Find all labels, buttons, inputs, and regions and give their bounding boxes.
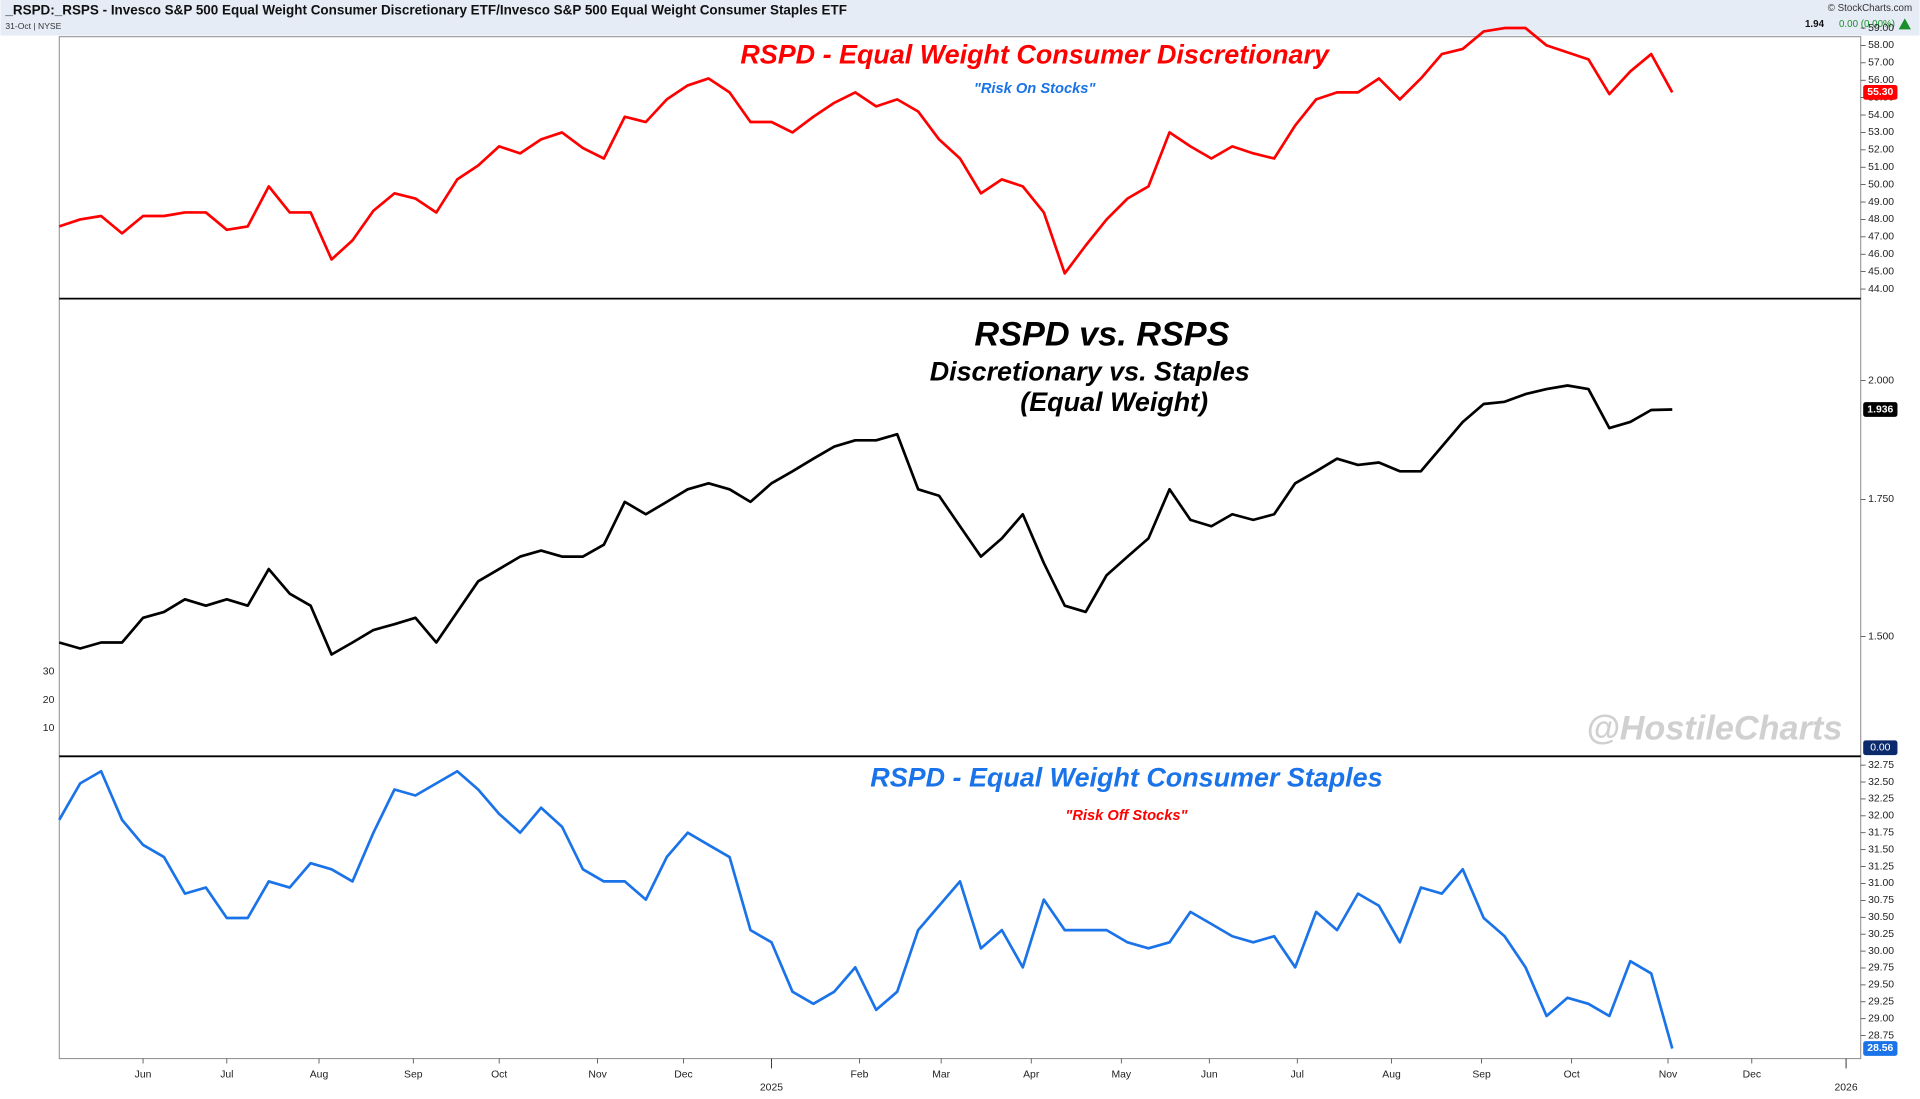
x-tick-label: Apr xyxy=(1023,1069,1040,1080)
price-line xyxy=(58,26,1674,275)
y-tick-label: 31.50 xyxy=(1868,844,1894,855)
x-tick-label: Aug xyxy=(1382,1069,1401,1080)
y-tick-label: 29.50 xyxy=(1868,980,1894,991)
last-value-badge xyxy=(1863,85,1898,100)
x-tick-label: Mar xyxy=(932,1069,950,1080)
watermark: @HostileCharts xyxy=(1586,710,1842,748)
y-tick-label: 30.50 xyxy=(1868,912,1894,923)
indicator-tick-label: 30 xyxy=(43,667,55,678)
last-value-label: 28.56 xyxy=(1867,1043,1893,1054)
header-last: 1.94 xyxy=(1805,19,1825,30)
y-tick-label: 57.00 xyxy=(1868,58,1894,69)
x-tick-label: Dec xyxy=(1743,1069,1761,1080)
y-tick-label: 53.00 xyxy=(1868,127,1894,138)
y-tick-label: 51.00 xyxy=(1868,162,1894,173)
y-tick-label: 45.00 xyxy=(1868,266,1894,277)
x-tick-label: Nov xyxy=(588,1069,607,1080)
y-tick-label: 29.75 xyxy=(1868,963,1894,974)
x-tick-label: Oct xyxy=(1564,1069,1580,1080)
y-tick-label: 47.00 xyxy=(1868,232,1894,243)
y-tick-label: 28.75 xyxy=(1868,1030,1894,1041)
header-source: © StockCharts.com xyxy=(1828,3,1912,14)
header-bar xyxy=(0,0,1920,36)
panel-title: RSPD vs. RSPS xyxy=(974,316,1229,354)
x-tick-label: Sep xyxy=(1472,1069,1491,1080)
x-tick-label: Dec xyxy=(674,1069,692,1080)
indicator-tick-label: 10 xyxy=(43,723,55,734)
y-tick-label: 1.750 xyxy=(1868,494,1894,505)
up-arrow xyxy=(1898,18,1911,30)
y-tick-label: 32.75 xyxy=(1868,760,1894,771)
y-tick-label: 46.00 xyxy=(1868,249,1894,260)
x-tick-label: May xyxy=(1111,1069,1131,1080)
x-tick-label: Sep xyxy=(404,1069,423,1080)
y-tick-label: 31.75 xyxy=(1868,827,1894,838)
panel-subtitle: "Risk Off Stocks" xyxy=(1065,808,1188,824)
y-tick-label: 31.00 xyxy=(1868,878,1894,889)
x-tick-label: Aug xyxy=(310,1069,329,1080)
y-tick-label: 58.00 xyxy=(1868,40,1894,51)
y-tick-label: 52.00 xyxy=(1868,145,1894,156)
last-value-label: 1.936 xyxy=(1867,404,1893,415)
y-tick-label: 32.00 xyxy=(1868,811,1894,822)
last-value-badge xyxy=(1863,402,1898,417)
x-tick-label: Jul xyxy=(1291,1069,1304,1080)
panel-subtitle: "Risk On Stocks" xyxy=(974,81,1097,97)
price-line xyxy=(58,384,1673,656)
panel-title: RSPD - Equal Weight Consumer Staples xyxy=(870,763,1382,793)
y-tick-label: 30.25 xyxy=(1868,929,1894,940)
y-tick-label: 56.00 xyxy=(1868,75,1894,86)
y-tick-label: 30.75 xyxy=(1868,895,1894,906)
price-line xyxy=(58,769,1674,1049)
y-tick-label: 32.25 xyxy=(1868,794,1894,805)
header-change: 0.00 (0.00%) xyxy=(1839,19,1895,30)
y-tick-label: 29.25 xyxy=(1868,997,1894,1008)
y-tick-label: 44.00 xyxy=(1868,284,1894,295)
indicator-badge xyxy=(1863,740,1898,756)
y-tick-label: 54.00 xyxy=(1868,110,1894,121)
panel-subtitle: (Equal Weight) xyxy=(1020,387,1208,417)
x-tick-label: Oct xyxy=(491,1069,507,1080)
x-tick-label: Nov xyxy=(1659,1069,1678,1080)
last-value-badge xyxy=(1863,1041,1898,1056)
year-tick-label: 2025 xyxy=(760,1083,783,1094)
y-tick-label: 29.00 xyxy=(1868,1013,1894,1024)
plot-frame xyxy=(58,36,1862,1060)
y-tick-label: 2.000 xyxy=(1868,375,1894,386)
y-tick-label: 49.00 xyxy=(1868,197,1894,208)
x-tick-label: Feb xyxy=(850,1069,868,1080)
y-tick-label: 31.25 xyxy=(1868,861,1894,872)
indicator-tick-label: 20 xyxy=(43,695,55,706)
y-tick-label: 30.00 xyxy=(1868,946,1894,957)
x-tick-label: Jun xyxy=(1201,1069,1218,1080)
last-value-label: 55.30 xyxy=(1867,87,1893,98)
year-tick-label: 2026 xyxy=(1835,1083,1858,1094)
y-tick-label: 1.500 xyxy=(1868,631,1894,642)
header-title: _RSPD:_RSPS - Invesco S&P 500 Equal Weig… xyxy=(4,3,847,18)
header-date: 31-Oct | NYSE xyxy=(5,21,61,31)
x-tick-label: Jul xyxy=(220,1069,233,1080)
panel-subtitle: Discretionary vs. Staples xyxy=(930,356,1250,386)
indicator-badge-label: 0.00 xyxy=(1870,743,1890,754)
x-tick-label: Jun xyxy=(135,1069,152,1080)
y-tick-label: 50.00 xyxy=(1868,179,1894,190)
y-tick-label: 59.00 xyxy=(1868,23,1894,34)
y-tick-label: 48.00 xyxy=(1868,214,1894,225)
y-tick-label: 32.50 xyxy=(1868,777,1894,788)
panel-title: RSPD - Equal Weight Consumer Discretiona… xyxy=(740,39,1331,69)
